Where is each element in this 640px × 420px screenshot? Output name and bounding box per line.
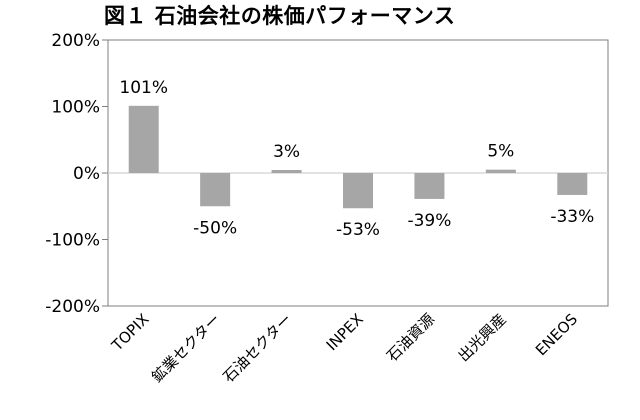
bar-TOPIX	[128, 105, 159, 173]
bar-出光興産	[485, 169, 516, 173]
data-label: -33%	[550, 207, 594, 227]
x-tick-label: TOPIX	[107, 310, 152, 355]
x-tick-label: 石油資源	[383, 310, 438, 365]
data-label: -53%	[336, 220, 380, 240]
bar-石油資源	[414, 173, 445, 199]
bar-ENEOS	[557, 173, 588, 195]
bar-石油セクター	[271, 170, 302, 173]
labels: 101% TOPIX -50% 鉱業セクター 3% 石油セクター -53% INPEX -39%…	[107, 78, 594, 386]
data-label: -39%	[407, 211, 451, 231]
axes: 200% 100% 0% -100% -200%	[45, 31, 609, 317]
y-tick-label: 200%	[51, 31, 100, 51]
bar-鉱業セクター	[200, 173, 231, 207]
x-tick-label: ENEOS	[532, 310, 581, 359]
bars	[128, 105, 588, 209]
data-label: -50%	[193, 218, 237, 238]
y-tick-label: 0%	[73, 164, 100, 184]
y-tick-label: 100%	[51, 98, 100, 118]
chart-title: 図１ 石油会社の株価パフォーマンス	[104, 4, 456, 28]
bar-INPEX	[343, 173, 373, 209]
data-label: 101%	[119, 78, 168, 98]
data-label: 5%	[487, 142, 514, 162]
data-label: 3%	[273, 142, 300, 162]
x-tick-label: 出光興産	[455, 310, 510, 365]
x-tick-label: 石油セクター	[219, 310, 295, 386]
y-tick-label: -200%	[45, 297, 100, 317]
y-tick-label: -100%	[45, 231, 100, 251]
x-tick-label: INPEX	[323, 310, 367, 354]
x-tick-label: 鉱業セクター	[148, 310, 224, 386]
